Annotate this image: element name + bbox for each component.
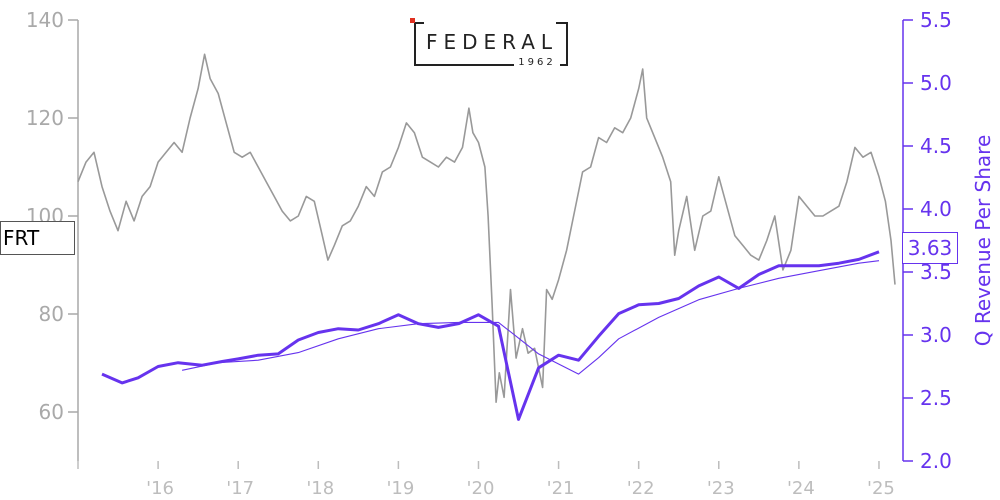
right-tick-label: 3.5	[920, 260, 952, 284]
left-tick-label: 140	[26, 8, 64, 32]
x-tick-label: '19	[386, 478, 414, 499]
x-tick-label: '21	[547, 478, 575, 499]
right-tick-label: 5.0	[920, 71, 952, 95]
chart-lines	[77, 53, 896, 421]
x-tick-label: '25	[867, 478, 895, 499]
right-tick-label: 2.5	[920, 386, 952, 410]
logo-red-dot	[410, 18, 415, 23]
revenue-line	[101, 250, 880, 421]
federal-logo: FEDERAL 1962	[410, 18, 570, 68]
right-tick-label: 5.5	[920, 8, 952, 32]
right-tick-label: 4.0	[920, 197, 952, 221]
left-tick-label: 60	[39, 400, 64, 424]
x-tick-label: '22	[627, 478, 655, 499]
left-tick-label: 80	[39, 302, 64, 326]
right-tick-label: 2.0	[920, 449, 952, 473]
right-tick-label: 4.5	[920, 134, 952, 158]
right-tick-label: 3.0	[920, 323, 952, 347]
x-tick-label: '17	[226, 478, 254, 499]
revenue-trend-line	[181, 260, 880, 375]
logo-name: FEDERAL	[425, 30, 559, 54]
last-value-label: 3.63	[902, 232, 958, 264]
price-line	[77, 53, 896, 403]
right-axis-title: Q Revenue Per Share	[971, 135, 995, 347]
x-tick-label: '24	[787, 478, 815, 499]
left-tick-label: 120	[26, 106, 64, 130]
x-tick-label: '20	[467, 478, 495, 499]
x-tick-label: '16	[146, 478, 174, 499]
ticker-label: FRT	[0, 221, 75, 255]
x-tick-label: '18	[306, 478, 334, 499]
logo-year: 1962	[518, 57, 556, 68]
x-tick-label: '23	[707, 478, 735, 499]
